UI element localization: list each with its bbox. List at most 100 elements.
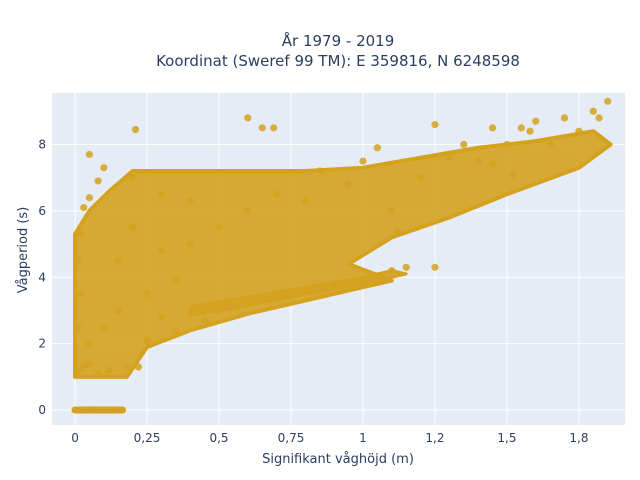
data-point	[105, 406, 114, 414]
y-axis-title: Vågperiod (s)	[16, 207, 31, 294]
data-point	[77, 230, 85, 238]
data-point	[215, 223, 223, 232]
x-tick-label: 0	[71, 431, 79, 445]
data-point	[172, 276, 180, 285]
y-tick-label: 6	[38, 204, 46, 218]
data-point	[503, 140, 511, 149]
data-point	[244, 207, 252, 215]
y-tick-label: 0	[38, 403, 46, 417]
data-point	[123, 363, 131, 371]
data-point	[474, 157, 482, 165]
data-point	[509, 170, 517, 178]
data-point	[114, 306, 122, 315]
point-cloud	[71, 129, 613, 414]
data-point	[344, 180, 353, 188]
data-point	[157, 247, 166, 255]
data-point	[105, 366, 114, 374]
x-tick-label: 1	[359, 431, 367, 445]
data-point	[100, 323, 108, 331]
y-tick-label: 2	[38, 337, 46, 351]
data-point	[488, 160, 497, 168]
data-point	[244, 300, 252, 308]
data-point	[129, 174, 137, 182]
data-point	[186, 240, 194, 248]
data-point	[77, 290, 85, 298]
x-tick-label: 1,5	[497, 431, 516, 445]
data-point	[373, 144, 381, 152]
data-point	[301, 197, 309, 205]
data-point	[589, 107, 597, 115]
data-point	[330, 280, 338, 288]
data-point	[560, 114, 569, 122]
data-point	[215, 306, 223, 315]
data-point	[94, 177, 102, 185]
data-point	[272, 190, 281, 198]
data-point	[393, 227, 402, 235]
data-point	[431, 120, 439, 129]
data-point	[575, 127, 583, 135]
data-point	[301, 286, 309, 295]
data-point	[129, 223, 137, 232]
data-point	[416, 174, 425, 182]
data-point	[532, 117, 540, 125]
x-axis-ticks: 0 0,25 0,5 0,75 1 1,2 1,5 1,8	[71, 431, 588, 445]
data-point	[488, 124, 497, 132]
data-point	[316, 167, 324, 175]
data-point	[186, 197, 194, 205]
x-tick-label: 0,75	[278, 431, 305, 445]
data-point	[460, 140, 468, 149]
y-axis-ticks: 0 2 4 6 8	[38, 137, 46, 417]
data-point	[77, 406, 85, 414]
data-point	[445, 154, 453, 162]
data-point	[117, 406, 125, 414]
data-point	[359, 276, 367, 285]
data-point	[74, 323, 82, 331]
data-point	[131, 125, 140, 134]
chart-title-line-1: År 1979 - 2019	[282, 31, 395, 50]
x-tick-label: 1,8	[569, 431, 588, 445]
x-tick-label: 0,5	[209, 431, 228, 445]
data-point	[114, 257, 122, 265]
data-point	[595, 114, 603, 122]
data-point	[431, 263, 439, 271]
data-point	[85, 150, 94, 159]
data-point	[272, 293, 281, 301]
data-point	[82, 406, 91, 414]
data-points	[74, 97, 612, 414]
data-point	[157, 313, 166, 321]
data-point	[546, 140, 554, 149]
data-point	[74, 366, 82, 374]
data-point	[526, 127, 534, 135]
data-point	[270, 124, 278, 132]
chart-title-line-2: Koordinat (Sweref 99 TM): E 359816, N 62…	[156, 52, 520, 70]
data-point	[85, 193, 94, 202]
point-cloud-lower-arm	[188, 269, 408, 317]
data-point	[94, 369, 102, 378]
data-point	[157, 190, 166, 198]
data-point	[143, 290, 151, 298]
data-point	[88, 406, 96, 414]
x-axis-title: Signifikant våghöjd (m)	[262, 452, 414, 467]
data-point	[111, 406, 119, 414]
data-point	[85, 359, 94, 368]
data-point	[100, 164, 108, 172]
data-point	[402, 263, 410, 271]
data-point	[258, 124, 266, 132]
data-point	[244, 114, 252, 122]
x-tick-label: 1,2	[425, 431, 444, 445]
data-point	[359, 157, 367, 165]
data-point	[172, 326, 180, 334]
data-point	[517, 124, 525, 132]
data-point	[74, 257, 82, 265]
data-point	[143, 336, 151, 344]
data-point	[80, 203, 88, 212]
data-point	[604, 97, 612, 105]
data-point	[100, 406, 108, 414]
x-tick-label: 0,25	[134, 431, 161, 445]
data-point	[80, 363, 88, 371]
data-point	[388, 267, 396, 275]
y-tick-label: 8	[38, 137, 46, 151]
data-point	[85, 340, 94, 348]
data-point	[201, 316, 209, 325]
